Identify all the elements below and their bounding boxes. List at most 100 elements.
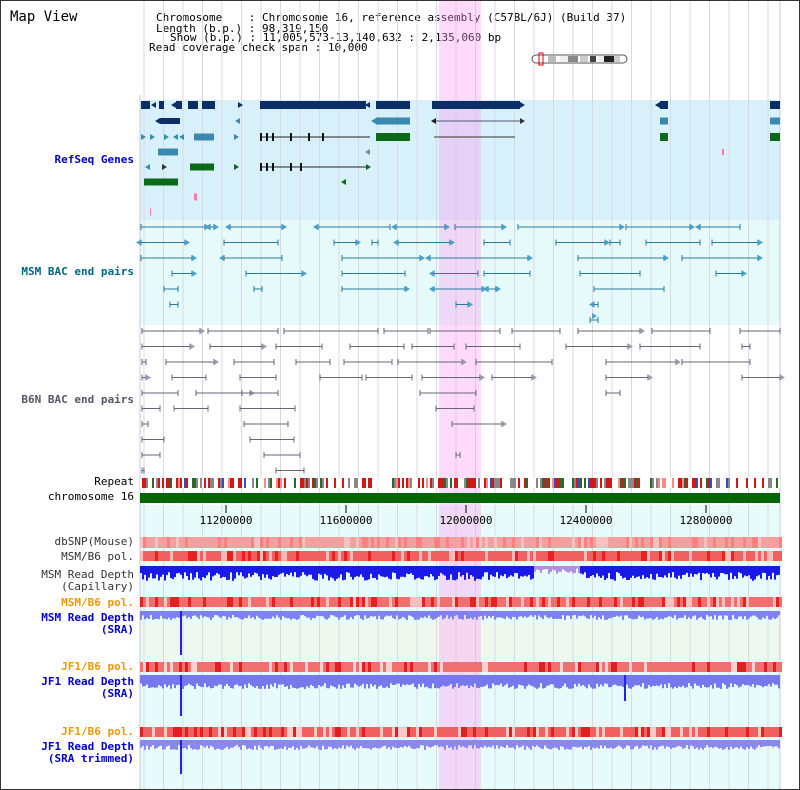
msm-depth-cap-bar <box>594 566 596 578</box>
jf1-depth-sra-bar <box>588 675 590 685</box>
dbsnp-cell <box>425 537 428 548</box>
b6n-bac-arrow <box>676 359 681 365</box>
msm-bac-arrow <box>695 224 700 230</box>
jf1-depth-sra-bar <box>688 675 690 684</box>
msm-b6-pol-cell <box>359 551 362 561</box>
jf1-depth-trim-bar <box>474 740 476 746</box>
repeat-element <box>560 478 562 488</box>
dbsnp-cell <box>377 537 380 548</box>
jf1-depth-trim-bar <box>680 740 682 747</box>
jf1-b6-pol-cell <box>473 662 476 672</box>
msm-depth-cap-bar <box>770 566 772 580</box>
msm-b6-pol2-cell <box>365 597 368 607</box>
label-msm-b6-pol-1: MSM/B6 pol. <box>61 550 134 563</box>
dbsnp-cell <box>749 537 752 548</box>
jf1-b6-pol-cell <box>179 662 182 672</box>
msm-b6-pol2-cell <box>314 597 317 607</box>
jf1-depth-trim-bar <box>200 740 202 746</box>
jf1-depth-sra-bar <box>704 675 706 688</box>
jf1-depth-trim-bar <box>414 740 416 749</box>
msm-b6-pol-cell <box>557 551 560 561</box>
msm-b6-pol-cell <box>467 551 470 561</box>
jf1-depth-trim-bar <box>420 740 422 746</box>
msm-depth-cap-bar <box>584 566 586 573</box>
repeat-element <box>634 478 636 488</box>
refseq-gene <box>188 101 198 109</box>
msm-bac-arrow <box>429 270 434 277</box>
jf1-depth-sra-bar <box>186 675 188 686</box>
msm-depth-cap-bar <box>402 566 404 577</box>
dbsnp-cell <box>341 537 344 548</box>
jf1-depth-sra-bar <box>714 675 716 684</box>
msm-b6-pol2-cell <box>221 597 224 607</box>
msm-depth-sra-bar <box>700 611 702 617</box>
axis-tick-label: 11600000 <box>320 514 373 527</box>
jf1-depth-sra-bar <box>634 675 636 686</box>
msm-depth-sra-bar <box>546 611 548 618</box>
jf1-depth-sra-bar <box>490 675 492 689</box>
jf1-b6-pol-cell <box>356 662 359 672</box>
jf1-b6-pol-cell <box>755 662 758 672</box>
dbsnp-cell <box>329 537 332 548</box>
msm-b6-pol2-cell <box>626 597 629 607</box>
refseq-gene <box>770 117 780 125</box>
repeat-element <box>316 478 318 488</box>
jf1-b6-pol2-cell <box>185 727 188 737</box>
msm-b6-pol-cell <box>626 551 629 561</box>
msm-b6-pol2-cell <box>161 597 164 607</box>
jf1-b6-pol2-cell <box>311 727 314 737</box>
dbsnp-cell <box>434 537 437 548</box>
dbsnp-cell <box>350 537 353 548</box>
gene-arrow <box>164 134 169 140</box>
repeat-element <box>278 478 280 488</box>
msm-depth-cap-bar <box>644 566 646 579</box>
repeat-element <box>692 478 694 488</box>
msm-depth-sra-bar <box>326 611 328 620</box>
msm-depth-cap-bar <box>494 566 496 577</box>
msm-b6-pol-cell <box>284 551 287 561</box>
msm-depth-sra-bar <box>452 611 454 620</box>
msm-depth-cap-bar <box>282 566 284 573</box>
jf1-b6-pol-cell <box>224 662 227 672</box>
jf1-depth-trim-bar <box>682 740 684 749</box>
repeat-element <box>440 478 442 488</box>
jf1-b6-pol2-cell <box>617 727 620 737</box>
dbsnp-cell <box>563 537 566 548</box>
jf1-depth-sra-bar <box>690 675 692 686</box>
msm-b6-pol2-cell <box>338 597 341 607</box>
dbsnp-cell <box>686 537 689 548</box>
msm-b6-pol-cell <box>272 551 275 561</box>
jf1-b6-pol2-cell <box>536 727 539 737</box>
msm-bac-arrow <box>592 313 597 319</box>
jf1-depth-trim-bar <box>730 740 732 747</box>
msm-b6-pol-cell <box>194 551 197 561</box>
jf1-depth-trim-bar <box>298 740 300 750</box>
msm-depth-sra-bar <box>738 611 740 617</box>
msm-b6-pol2-cell <box>659 597 662 607</box>
jf1-depth-sra-bar <box>422 675 424 684</box>
jf1-b6-pol2-cell <box>593 727 596 737</box>
msm-b6-pol2-cell <box>413 597 416 607</box>
dbsnp-cell <box>254 537 257 548</box>
msm-b6-pol2-cell <box>257 597 260 607</box>
jf1-depth-trim-bar <box>312 740 314 748</box>
refseq-gene <box>770 133 780 141</box>
jf1-depth-trim-bar <box>530 740 532 750</box>
label-b6n-bac[interactable]: B6N BAC end pairs <box>21 393 134 406</box>
msm-b6-pol2-cell <box>620 597 623 607</box>
jf1-depth-trim-bar <box>182 740 184 749</box>
msm-depth-sra-bar <box>172 611 174 619</box>
msm-depth-cap-bar <box>730 566 732 573</box>
msm-depth-sra-bar <box>648 611 650 619</box>
repeat-element <box>186 478 188 488</box>
jf1-depth-sra-bar <box>448 675 450 686</box>
jf1-depth-trim-bar <box>154 740 156 749</box>
jf1-b6-pol2-cell <box>239 727 242 737</box>
label-refseq-genes[interactable]: RefSeq Genes <box>54 153 134 166</box>
msm-depth-cap-bar <box>260 566 262 581</box>
label-msm-bac[interactable]: MSM BAC end pairs <box>21 265 134 278</box>
msm-b6-pol2-cell <box>407 597 410 607</box>
jf1-depth-sra-bar <box>356 675 358 686</box>
jf1-b6-pol-cell <box>233 662 236 672</box>
